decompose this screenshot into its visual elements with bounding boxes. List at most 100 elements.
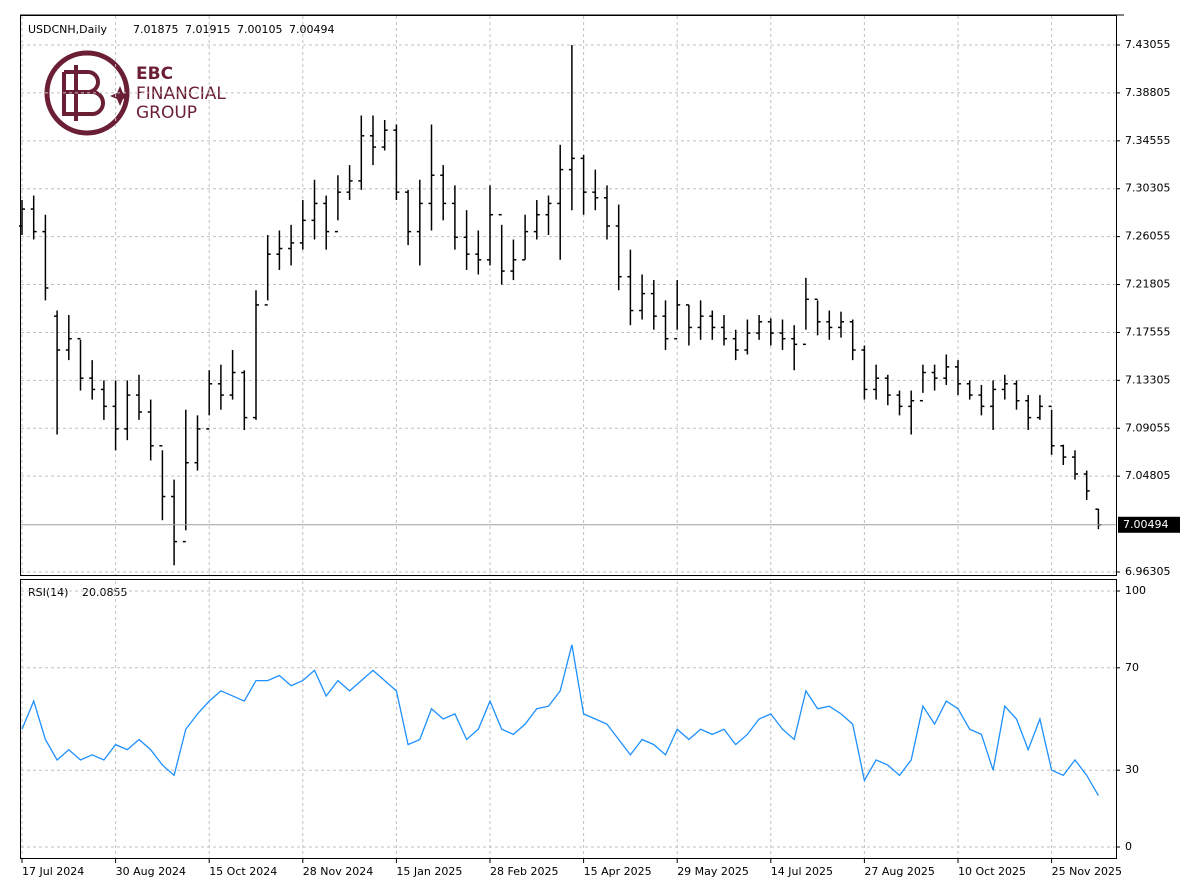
current-price-label: 7.00494 — [1123, 518, 1169, 531]
ohlc-bar — [100, 380, 107, 420]
ohlc-bar — [288, 224, 295, 266]
x-tick-label: 28 Feb 2025 — [490, 865, 558, 878]
ohlc-bar — [299, 200, 306, 250]
y-tick-label: 7.26055 — [1125, 230, 1171, 243]
y-tick-label: 7.17555 — [1125, 325, 1171, 338]
ohlc-bar — [545, 195, 552, 236]
ohlc-bar — [159, 445, 166, 521]
ohlc-bar — [709, 310, 716, 340]
ohlc-bar — [405, 189, 412, 246]
ohlc-bar — [206, 370, 213, 430]
x-tick-label: 28 Nov 2024 — [303, 865, 373, 878]
ohlc-bar — [990, 380, 997, 431]
ohlc-bar — [264, 235, 271, 306]
ohlc-bar — [440, 165, 447, 221]
ohlc-bar — [861, 345, 868, 400]
header-high: 7.01915 — [185, 23, 231, 36]
ohlc-bar — [1036, 395, 1043, 420]
ohlc-bar — [1001, 374, 1008, 400]
ohlc-bar — [475, 230, 482, 275]
rsi-line — [21, 644, 1099, 796]
x-tick-label: 27 Aug 2025 — [864, 865, 934, 878]
ohlc-bar — [65, 315, 72, 361]
ohlc-bar — [1048, 405, 1055, 455]
ohlc-bar — [1013, 380, 1020, 410]
ohlc-bar — [522, 214, 529, 261]
ohlc-bar — [428, 124, 435, 231]
y-tick-label: 7.04805 — [1125, 469, 1171, 482]
ohlc-bar — [955, 360, 961, 396]
x-tick-label: 29 May 2025 — [677, 865, 749, 878]
ohlc-bar — [42, 214, 49, 301]
ohlc-bar — [978, 384, 985, 416]
rsi-panel — [20, 579, 1117, 859]
logo-line: GROUP — [136, 103, 197, 123]
y-tick-label: 7.34555 — [1125, 134, 1171, 147]
x-tick-label: 15 Apr 2025 — [584, 865, 652, 878]
ohlc-bar — [767, 318, 774, 346]
ohlc-bar — [370, 115, 376, 166]
ohlc-bar — [451, 185, 458, 250]
ohlc-bar — [89, 360, 96, 400]
ohlc-bar — [732, 329, 739, 361]
ohlc-bar — [685, 304, 692, 346]
ohlc-bar — [966, 380, 973, 400]
y-tick-label: 30 — [1125, 763, 1139, 776]
ohlc-bar — [30, 195, 37, 240]
ohlc-bar — [1072, 450, 1078, 480]
rsi-title: RSI(14) — [28, 586, 68, 599]
ohlc-bar — [791, 325, 798, 371]
x-tick-label: 15 Oct 2024 — [209, 865, 277, 878]
ohlc-bar — [463, 210, 470, 270]
ohlc-bar — [54, 310, 61, 435]
ohlc-bar — [919, 364, 926, 402]
y-tick-label: 7.43055 — [1125, 38, 1171, 51]
ohlc-bar — [931, 364, 938, 391]
logo-brand: EBC — [136, 64, 173, 84]
ohlc-bar — [639, 274, 646, 320]
ohlc-bar — [77, 337, 84, 391]
ohlc-bar — [276, 230, 283, 270]
y-tick-label: 7.38805 — [1125, 86, 1171, 99]
ohlc-bar — [814, 298, 821, 336]
ohlc-bar — [1060, 444, 1067, 465]
ohlc-bar — [171, 479, 178, 566]
symbol: USDCNH,Daily — [28, 23, 108, 36]
y-tick-label: 7.30305 — [1125, 182, 1171, 195]
ohlc-bar — [615, 204, 622, 291]
ohlc-bar — [510, 239, 517, 281]
ohlc-bar — [323, 195, 330, 250]
ohlc-bar — [849, 319, 856, 361]
price-header: USDCNH,Daily 7.01875 7.01915 7.00105 7.0… — [28, 23, 335, 36]
ohlc-bar — [533, 200, 540, 240]
ohlc-bar — [873, 364, 880, 400]
x-tick-label: 17 Jul 2024 — [22, 865, 84, 878]
x-tick-label: 15 Jan 2025 — [396, 865, 462, 878]
rsi-last: 20.0855 — [82, 586, 128, 599]
ohlc-bar — [136, 374, 142, 420]
ohlc-bar — [498, 213, 505, 285]
ohlc-bar — [311, 179, 318, 240]
y-tick-label: 6.96305 — [1125, 565, 1171, 578]
ohlc-bar — [381, 120, 388, 151]
x-tick-label: 14 Jul 2025 — [771, 865, 833, 878]
current-price-box — [1118, 516, 1180, 533]
ohlc-bar — [229, 349, 236, 400]
ohlc-bar — [650, 280, 657, 330]
header-low: 7.00105 — [237, 23, 283, 36]
ohlc-bar — [19, 200, 25, 236]
y-tick-label: 70 — [1125, 661, 1139, 674]
logo-line: FINANCIAL — [136, 84, 226, 104]
y-tick-label: 7.13305 — [1125, 373, 1171, 386]
ohlc-bar — [1025, 395, 1032, 431]
ohlc-bar — [147, 399, 154, 461]
ohlc-bar — [334, 175, 341, 233]
ohlc-bar — [943, 354, 950, 385]
ohlc-bar — [124, 380, 131, 441]
logo-star — [110, 86, 130, 106]
header-open: 7.01875 — [133, 23, 179, 36]
x-tick-label: 25 Nov 2025 — [1052, 865, 1122, 878]
